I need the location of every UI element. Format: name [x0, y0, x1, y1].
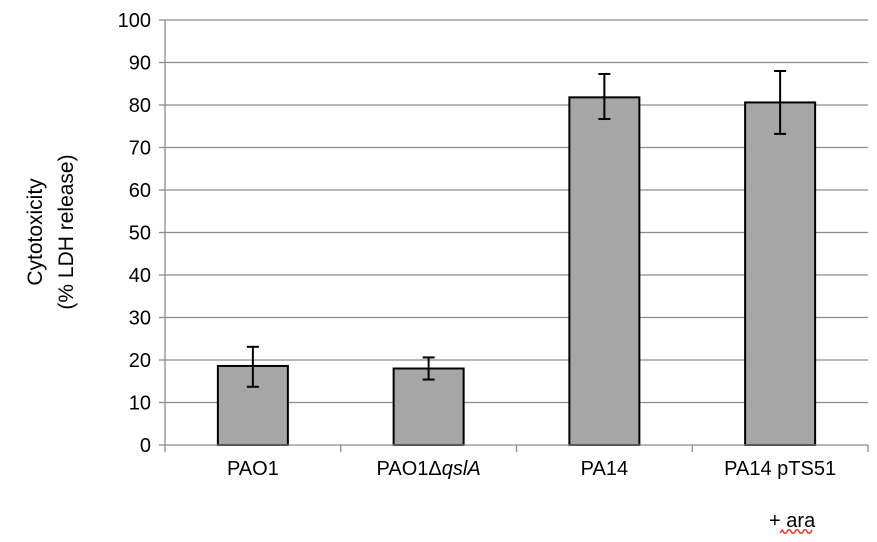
y-tick-label: 10 [129, 393, 151, 415]
y-tick-label: 70 [129, 138, 151, 160]
bar [744, 101, 817, 446]
bar [392, 367, 465, 446]
y-tick-label: 100 [118, 10, 151, 32]
x-tick-label-part: qslA [442, 458, 481, 480]
y-axis-label-line-2: (% LDH release) [55, 154, 78, 309]
x-tick-label: PA14 [581, 458, 628, 480]
y-tick-label: 40 [129, 265, 151, 287]
y-tick-label: 20 [129, 350, 151, 372]
error-bar [598, 72, 611, 121]
y-tick-label: 30 [129, 308, 151, 330]
x-tick-label-part: PA14 [581, 458, 628, 480]
x-axis-tick-labels: PAO1 PAO1ΔqslA PA14 PA14 pTS51 + ara [227, 458, 836, 534]
x-tick-label-second-line: + ara [769, 510, 816, 532]
y-tick-label: 50 [129, 223, 151, 245]
y-tick-label: 90 [129, 53, 151, 75]
x-tick-label-part: PAO1 [227, 458, 279, 480]
x-tick-label: PAO1ΔqslA [377, 458, 481, 480]
gridlines [165, 19, 868, 404]
x-tick-label: PAO1 [227, 458, 279, 480]
x-tick-label-part: PAO1Δ [377, 458, 442, 480]
bars [216, 96, 817, 447]
error-bars [246, 70, 787, 388]
error-bar [422, 356, 435, 381]
x-tick-label-part: PA14 pTS51 [724, 458, 836, 480]
bar [568, 96, 641, 446]
y-tick-label: 80 [129, 95, 151, 117]
y-tick-label: 0 [140, 435, 151, 457]
y-axis-label: Cytotoxicity (% LDH release) [24, 154, 78, 309]
axes [164, 20, 869, 452]
y-axis-label-line-1: Cytotoxicity [24, 178, 47, 286]
y-tick-label: 60 [129, 180, 151, 202]
error-bar [246, 345, 259, 388]
spellcheck-squiggle [779, 528, 813, 534]
error-bar [774, 70, 787, 135]
y-axis-ticks: 0 10 20 30 40 50 60 70 80 90 100 [118, 10, 165, 457]
x-tick-label: PA14 pTS51 [724, 458, 836, 480]
